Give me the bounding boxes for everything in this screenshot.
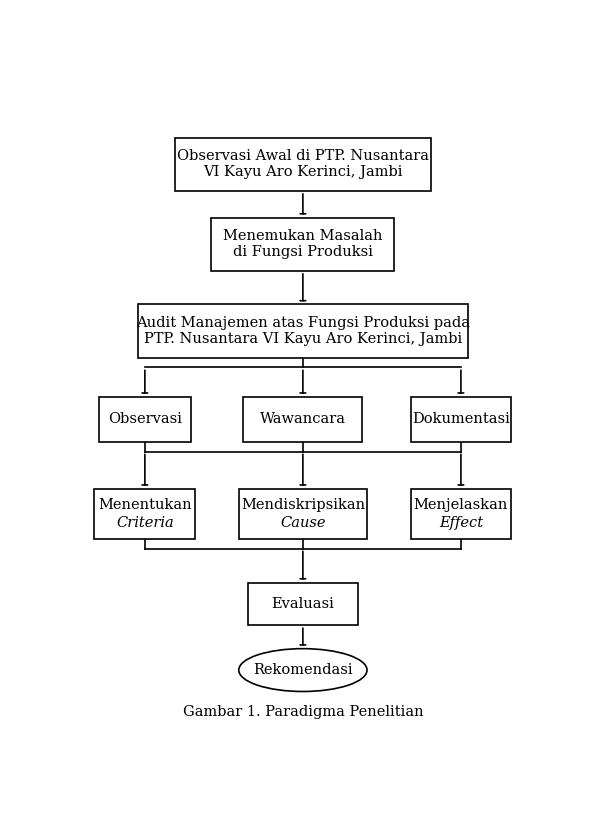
FancyBboxPatch shape	[174, 137, 431, 191]
Text: Observasi Awal di PTP. Nusantara
VI Kayu Aro Kerinci, Jambi: Observasi Awal di PTP. Nusantara VI Kayu…	[177, 149, 429, 179]
FancyBboxPatch shape	[248, 582, 358, 625]
Text: Evaluasi: Evaluasi	[271, 597, 335, 611]
Text: Menjelaskan: Menjelaskan	[414, 498, 508, 512]
Text: Rekomendasi: Rekomendasi	[253, 663, 353, 677]
FancyBboxPatch shape	[95, 488, 195, 539]
Text: Wawancara: Wawancara	[260, 412, 346, 426]
FancyBboxPatch shape	[411, 488, 511, 539]
Text: Cause: Cause	[280, 516, 326, 530]
Text: Menentukan: Menentukan	[98, 498, 191, 512]
FancyBboxPatch shape	[243, 397, 362, 442]
Text: Observasi: Observasi	[108, 412, 182, 426]
Ellipse shape	[239, 649, 367, 691]
FancyBboxPatch shape	[99, 397, 191, 442]
Text: Dokumentasi: Dokumentasi	[412, 412, 510, 426]
Text: Effect: Effect	[439, 516, 483, 530]
FancyBboxPatch shape	[138, 304, 468, 358]
Text: Menemukan Masalah
di Fungsi Produksi: Menemukan Masalah di Fungsi Produksi	[223, 229, 382, 259]
FancyBboxPatch shape	[239, 488, 367, 539]
Text: Gambar 1. Paradigma Penelitian: Gambar 1. Paradigma Penelitian	[183, 705, 423, 719]
FancyBboxPatch shape	[212, 218, 394, 271]
Text: Criteria: Criteria	[116, 516, 174, 530]
Text: Mendiskripsikan: Mendiskripsikan	[241, 498, 365, 512]
FancyBboxPatch shape	[411, 397, 511, 442]
Text: Audit Manajemen atas Fungsi Produksi pada
PTP. Nusantara VI Kayu Aro Kerinci, Ja: Audit Manajemen atas Fungsi Produksi pad…	[136, 316, 470, 346]
